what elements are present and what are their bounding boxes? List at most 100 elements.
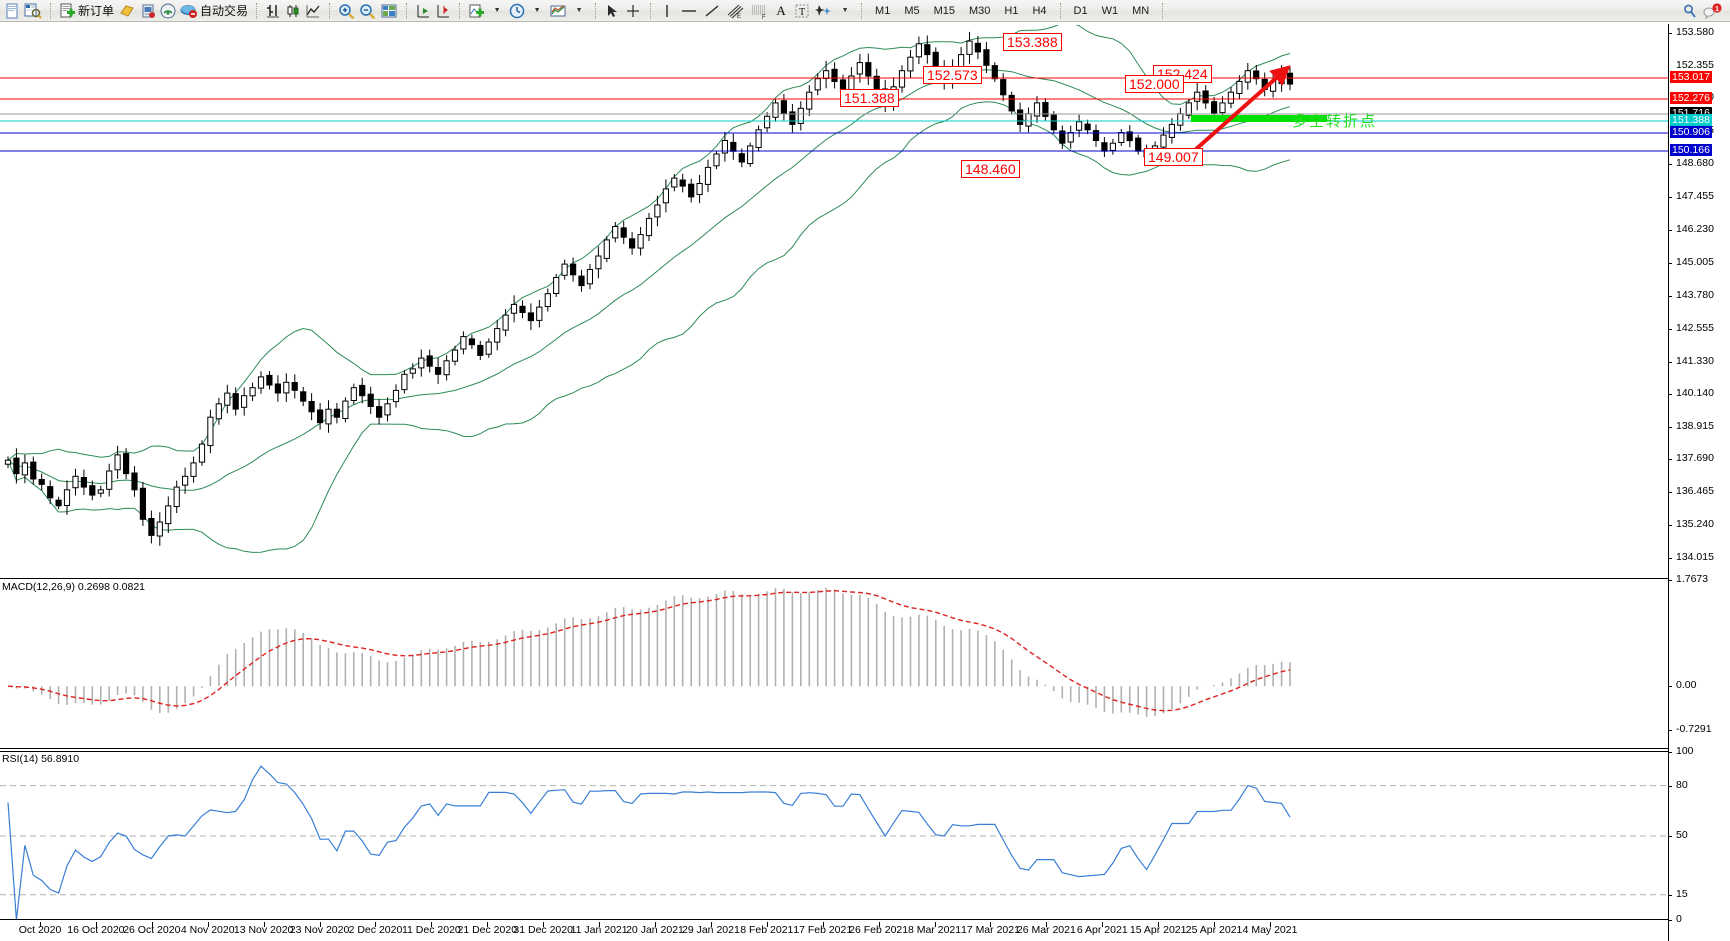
rsi-tick	[1668, 785, 1672, 787]
time-tick-label: 26 Mar 2021	[1016, 924, 1076, 936]
time-axis: Oct 2020 16 Oct 2020 26 Oct 2020 4 Nov 2020…	[0, 922, 1668, 941]
shapes-icon[interactable]	[813, 1, 835, 21]
equidistant-channel-icon[interactable]: E	[723, 1, 747, 21]
timeframe-m15[interactable]: M15	[933, 4, 955, 17]
templates-icon[interactable]	[547, 1, 569, 21]
price-tick-label: 136.465	[1676, 485, 1714, 498]
rsi-tick	[1668, 752, 1672, 753]
price-badge-150.906[interactable]: 150.906	[1670, 126, 1712, 138]
vertical-line-icon[interactable]	[657, 1, 677, 21]
timeframe-m1[interactable]: M1	[875, 4, 891, 17]
signals-icon[interactable]	[158, 1, 178, 21]
zoom-in-icon[interactable]	[336, 1, 357, 21]
rsi-pane[interactable]	[0, 752, 1668, 920]
period-dropdown-icon[interactable]: ▼	[533, 7, 541, 14]
price-tick-label-occluded: 152.355	[1676, 58, 1714, 71]
price-tag-152000[interactable]: 152.000	[1125, 75, 1184, 93]
time-tick-label: 6 Apr 2021	[1076, 924, 1128, 936]
time-tick-label: 15 Apr 2021	[1129, 924, 1187, 936]
rsi-tick	[1668, 836, 1672, 837]
price-chart-pane[interactable]	[0, 25, 1668, 565]
macd-tick	[1668, 686, 1672, 688]
chart-shift-icon[interactable]	[413, 1, 433, 21]
time-tick-label: 25 Apr 2021	[1185, 924, 1243, 936]
timeframe-h1[interactable]: H1	[1004, 4, 1019, 17]
search-icon[interactable]	[1680, 1, 1700, 21]
crosshair-icon[interactable]	[622, 1, 644, 21]
candlestick-series	[4, 31, 1294, 546]
text-icon[interactable]: A	[776, 2, 786, 18]
horizontal-line-icon[interactable]	[677, 1, 701, 21]
toolbar-separator-8	[858, 2, 865, 20]
templates-dropdown-icon[interactable]: ▼	[575, 7, 583, 14]
text-label-icon[interactable]: T	[791, 1, 813, 21]
new-order-button[interactable]: 新订单	[57, 1, 116, 21]
candlestick-chart-icon[interactable]	[283, 1, 303, 21]
cursor-icon[interactable]	[602, 1, 622, 21]
expert-advisor-icon[interactable]	[116, 1, 138, 21]
timeframe-m30[interactable]: M30	[969, 4, 991, 17]
timeframe-mn[interactable]: MN	[1132, 4, 1150, 17]
autotrading-button[interactable]: 自动交易	[178, 1, 250, 21]
time-tick	[431, 922, 433, 927]
indicators-icon[interactable]	[466, 1, 487, 21]
macd-tick-label: 0.00	[1676, 679, 1697, 692]
price-axis-column[interactable]: 153.580 148.680 147.455 146.230 145.005 143.7…	[1668, 24, 1730, 941]
price-tag-152573[interactable]: 152.573	[923, 66, 982, 84]
axis-divider	[1668, 24, 1669, 941]
rsi-tick-label: 80	[1676, 778, 1688, 791]
macd-histogram	[15, 587, 1291, 717]
time-tick	[655, 922, 656, 927]
new-order-label: 新订单	[78, 4, 115, 18]
time-tick	[1046, 922, 1048, 927]
trendline-icon[interactable]	[701, 1, 723, 21]
timeframe-h4[interactable]: H4	[1032, 4, 1047, 17]
chinese-annotation[interactable]: 多空转折点	[1292, 112, 1378, 130]
time-tick-label: 17 Mar 2021	[960, 924, 1020, 936]
time-tick	[487, 922, 489, 927]
notification-icon[interactable]: 1	[1700, 1, 1724, 21]
shapes-dropdown-icon[interactable]: ▼	[841, 7, 849, 14]
data-window-icon[interactable]	[378, 1, 400, 21]
price-badge-151.388[interactable]: 151.388	[1670, 114, 1712, 126]
indicators-dropdown-icon[interactable]: ▼	[493, 7, 501, 14]
period-icon[interactable]	[507, 1, 527, 21]
timeframe-m5[interactable]: M5	[904, 4, 920, 17]
rsi-tick-label: 0	[1676, 913, 1682, 925]
price-tick	[1668, 361, 1672, 363]
bar-chart-icon[interactable]	[263, 1, 283, 21]
market-watch-icon[interactable]	[22, 1, 44, 21]
zoom-out-icon[interactable]	[357, 1, 378, 21]
price-tick	[1668, 295, 1672, 297]
timeframe-w1[interactable]: W1	[1101, 4, 1119, 17]
time-tick	[40, 922, 41, 927]
line-chart-icon[interactable]	[303, 1, 323, 21]
time-tick-label: 29 Jan 2021	[682, 924, 740, 936]
price-tick-label: 148.680	[1676, 157, 1714, 170]
time-tick-label: 11 Jan 2021	[570, 924, 628, 936]
macd-pane[interactable]	[0, 580, 1668, 730]
rsi-tick	[1668, 894, 1672, 896]
rsi-tick-label: 100	[1676, 745, 1694, 757]
price-tag-148460[interactable]: 148.460	[961, 160, 1020, 178]
price-tag-153388[interactable]: 153.388	[1003, 33, 1062, 51]
price-tick-label: 141.330	[1676, 354, 1714, 367]
time-tick-label: 4 May 2021	[1242, 924, 1298, 936]
strategy-tester-icon[interactable]	[138, 1, 158, 21]
svg-text:1: 1	[1715, 4, 1719, 13]
price-tag-149007[interactable]: 149.007	[1144, 148, 1203, 166]
price-badge-153.017[interactable]: 153.017	[1670, 71, 1712, 83]
price-badge-152.276[interactable]: 152.276	[1670, 92, 1712, 104]
auto-scroll-icon[interactable]	[433, 1, 453, 21]
timeframe-d1[interactable]: D1	[1073, 4, 1088, 17]
green-support-zone	[1191, 115, 1327, 122]
time-tick-label: Oct 2020	[18, 924, 62, 936]
time-tick-label: 17 Feb 2021	[793, 924, 853, 936]
fibonacci-icon[interactable]: F	[747, 1, 771, 21]
price-badge-150.166[interactable]: 150.166	[1670, 144, 1712, 156]
price-tag-151388[interactable]: 151.388	[840, 89, 899, 107]
new-chart-icon[interactable]	[2, 1, 22, 21]
horizontal-level-lines	[0, 77, 1668, 152]
macd-indicator-label: MACD(12,26,9) 0.2698 0.0821	[2, 581, 146, 593]
time-tick	[878, 922, 880, 927]
